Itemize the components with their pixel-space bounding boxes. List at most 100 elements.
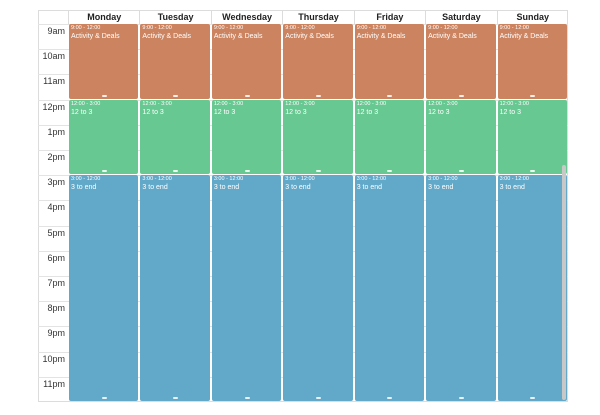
resize-handle-icon[interactable] (530, 94, 536, 97)
event-title: 3 to end (428, 184, 454, 192)
event-time: 12:00 - 3:00 (499, 100, 529, 107)
day-column-friday: 9:00 - 12:00 Activity & Deals 12:00 - 3:00… (354, 24, 425, 402)
event-title: 3 to end (71, 184, 97, 192)
resize-handle-icon[interactable] (387, 396, 393, 399)
event-title: Activity & Deals (356, 33, 406, 40)
resize-handle-icon[interactable] (244, 170, 250, 173)
resize-handle-icon[interactable] (530, 170, 536, 173)
event-time: 9:00 - 12:00 (285, 25, 315, 31)
event-time: 3:00 - 12:00 (285, 176, 315, 183)
day-column-thursday: 9:00 - 12:00 Activity & Deals 12:00 - 3:00… (282, 24, 353, 402)
event-title: 12 to 3 (285, 108, 307, 116)
event-block[interactable]: 12:00 - 3:00 12 to 3 (497, 99, 567, 175)
event-title: 12 to 3 (71, 108, 93, 116)
event-title: 12 to 3 (356, 108, 379, 116)
event-time: 3:00 - 12:00 (499, 176, 529, 183)
day-column-sunday: 9:00 - 12:00 Activity & Deals 12:00 - 3:00… (497, 24, 568, 402)
hour-label-4pm: 4pm (47, 202, 65, 213)
day-header-wednesday: Wednesday (210, 10, 282, 24)
event-block[interactable]: 12:00 - 3:00 12 to 3 (69, 99, 139, 175)
event-title: 12 to 3 (142, 108, 164, 116)
event-title: Activity & Deals (499, 33, 549, 40)
event-title: 12 to 3 (213, 108, 236, 116)
event-time: 3:00 - 12:00 (142, 176, 172, 183)
event-title: 3 to end (285, 184, 311, 192)
resize-handle-icon[interactable] (387, 94, 393, 97)
resize-handle-icon[interactable] (101, 94, 107, 97)
resize-handle-icon[interactable] (244, 396, 250, 399)
event-time: 9:00 - 12:00 (356, 25, 387, 31)
event-block[interactable]: 12:00 - 3:00 12 to 3 (140, 99, 210, 175)
day-column-wednesday: 9:00 - 12:00 Activity & Deals 12:00 - 3:00… (211, 24, 282, 402)
event-time: 12:00 - 3:00 (213, 100, 244, 107)
event-block[interactable]: 9:00 - 12:00 Activity & Deals (211, 24, 282, 99)
event-time: 12:00 - 3:00 (285, 100, 315, 107)
resize-handle-icon[interactable] (458, 396, 464, 399)
event-block[interactable]: 9:00 - 12:00 Activity & Deals (426, 24, 496, 99)
day-header-sunday: Sunday (496, 10, 568, 24)
resize-handle-icon[interactable] (173, 170, 179, 173)
resize-handle-icon[interactable] (101, 170, 107, 173)
day-header-row: Monday Tuesday Wednesday Thursday Friday Satu… (68, 10, 568, 24)
hour-gutter: 9am 10am 11am 12pm 1pm 2pm 3pm 4pm 5pm 6pm 7pm 8pm 9… (38, 24, 68, 402)
resize-handle-icon[interactable] (387, 170, 393, 173)
day-column-monday: 9:00 - 12:00 Activity & Deals 12:00 - 3:00… (68, 24, 139, 402)
event-block[interactable]: 9:00 - 12:00 Activity & Deals (497, 24, 567, 99)
resize-handle-icon[interactable] (173, 396, 179, 399)
event-block[interactable]: 3:00 - 12:00 3 to end (283, 175, 353, 401)
hour-label-9am: 9am (47, 26, 65, 36)
event-time: 12:00 - 3:00 (71, 100, 101, 107)
hour-label-6pm: 6pm (47, 252, 65, 263)
hour-label-10am: 10am (42, 51, 65, 62)
resize-handle-icon[interactable] (315, 170, 321, 173)
event-time: 3:00 - 12:00 (356, 176, 387, 183)
event-block[interactable]: 3:00 - 12:00 3 to end (497, 175, 567, 401)
event-title: 12 to 3 (428, 108, 450, 116)
day-header-friday: Friday (353, 10, 425, 24)
event-block[interactable]: 3:00 - 12:00 3 to end (426, 175, 496, 401)
hour-label-10pm: 10pm (42, 353, 65, 364)
hour-label-12pm: 12pm (42, 101, 65, 112)
event-time: 12:00 - 3:00 (142, 100, 172, 107)
event-block[interactable]: 3:00 - 12:00 3 to end (354, 175, 425, 401)
day-header-saturday: Saturday (425, 10, 496, 24)
event-title: 3 to end (142, 184, 168, 192)
event-block[interactable]: 9:00 - 12:00 Activity & Deals (283, 24, 353, 99)
hour-label-5pm: 5pm (47, 227, 65, 238)
event-block[interactable]: 9:00 - 12:00 Activity & Deals (354, 24, 425, 99)
event-block[interactable]: 12:00 - 3:00 12 to 3 (354, 99, 425, 175)
event-block[interactable]: 3:00 - 12:00 3 to end (69, 175, 139, 401)
hour-label-9pm: 9pm (47, 328, 65, 339)
event-block[interactable]: 9:00 - 12:00 Activity & Deals (140, 24, 210, 99)
vertical-scrollbar[interactable] (562, 165, 566, 400)
resize-handle-icon[interactable] (530, 396, 536, 399)
event-title: 3 to end (499, 184, 525, 192)
resize-handle-icon[interactable] (173, 94, 179, 97)
resize-handle-icon[interactable] (101, 396, 107, 399)
event-title: Activity & Deals (428, 33, 477, 40)
event-time: 9:00 - 12:00 (142, 25, 172, 31)
event-time: 3:00 - 12:00 (71, 176, 101, 183)
event-block[interactable]: 12:00 - 3:00 12 to 3 (426, 99, 496, 175)
event-block[interactable]: 9:00 - 12:00 Activity & Deals (69, 24, 139, 99)
event-block[interactable]: 12:00 - 3:00 12 to 3 (283, 99, 353, 175)
event-time: 9:00 - 12:00 (428, 25, 458, 31)
hour-label-1pm: 1pm (47, 126, 65, 137)
event-block[interactable]: 12:00 - 3:00 12 to 3 (211, 99, 282, 175)
resize-handle-icon[interactable] (458, 94, 464, 97)
day-column-saturday: 9:00 - 12:00 Activity & Deals 12:00 - 3:00… (425, 24, 496, 402)
day-header-monday: Monday (68, 10, 139, 24)
event-title: Activity & Deals (213, 33, 263, 40)
day-column-tuesday: 9:00 - 12:00 Activity & Deals 12:00 - 3:00… (139, 24, 210, 402)
event-block[interactable]: 3:00 - 12:00 3 to end (211, 175, 282, 401)
event-block[interactable]: 3:00 - 12:00 3 to end (140, 175, 210, 401)
event-time: 3:00 - 12:00 (213, 176, 244, 183)
hour-label-2pm: 2pm (47, 152, 65, 162)
resize-handle-icon[interactable] (244, 94, 250, 97)
hour-label-7pm: 7pm (47, 278, 65, 288)
resize-handle-icon[interactable] (315, 396, 321, 399)
resize-handle-icon[interactable] (458, 170, 464, 173)
resize-handle-icon[interactable] (315, 94, 321, 97)
event-title: Activity & Deals (71, 33, 120, 40)
event-time: 9:00 - 12:00 (499, 25, 529, 31)
